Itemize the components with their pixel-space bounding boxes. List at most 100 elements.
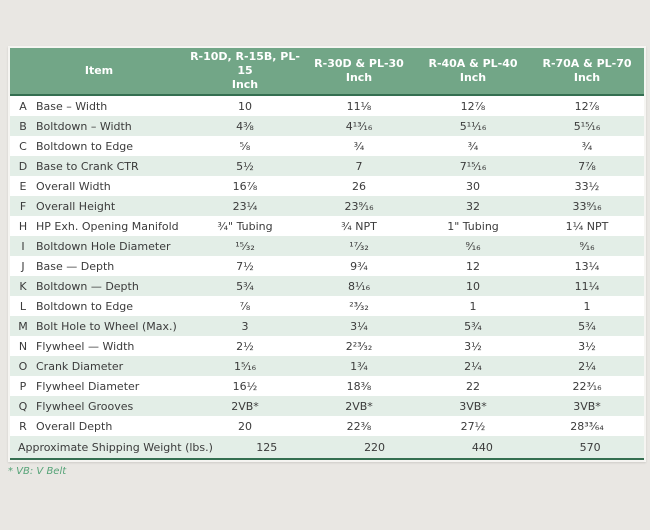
row-value: 16⅞ [232,179,258,193]
table-row: F Overall Height 23¼ 23⁹⁄₁₆ 32 33⁹⁄₁₆ [10,196,644,216]
row-value: 5¾ [464,319,482,333]
row-letter: Q [18,399,28,413]
footnote: * VB: V Belt [8,466,67,477]
row-value: 1¾ [350,359,368,373]
row-letter: J [21,259,25,273]
column-header-model-4: R-70A & PL-70 Inch [530,48,644,94]
column-header-model-4-name: R-70A & PL-70 [542,57,632,70]
row-item-label: Bolt Hole to Wheel (Max.) [36,319,177,333]
table-row: H HP Exh. Opening Manifold ¾" Tubing ¾ NPT 1… [10,216,644,236]
row-value: 10 [238,99,252,113]
column-header-model-2: R-30D & PL-30 Inch [302,48,416,94]
row-value: 1¼ NPT [565,219,609,233]
row-value: 5¹¹⁄₁₆ [459,119,487,133]
row-value: 2¼ [464,359,482,373]
row-value: ⅞ [239,299,251,313]
row-letter: M [18,319,28,333]
row-letter: I [21,239,25,253]
row-value: 8¹⁄₁₆ [347,279,371,293]
shipping-weight-value: 220 [364,440,386,454]
row-value: 33½ [574,179,600,193]
row-value: 5½ [236,159,254,173]
table-row: P Flywheel Diameter 16½ 18⅜ 22 22³⁄₁₆ [10,376,644,396]
row-value: 12⅞ [460,99,486,113]
row-letter: D [18,159,28,173]
column-header-model-3-name: R-40A & PL-40 [428,57,518,70]
row-item-label: Boltdown — Depth [36,279,139,293]
table-row: A Base – Width 10 11⅛ 12⅞ 12⅞ [10,96,644,116]
row-value: 2VB* [345,399,373,413]
column-header-model-2-name: R-30D & PL-30 [314,57,404,70]
shipping-weight-row: Approximate Shipping Weight (lbs.) 125 2… [10,436,644,460]
row-value: ²³⁄₃₂ [349,299,369,313]
row-value: 3½ [578,339,596,353]
row-value: 5¾ [236,279,254,293]
row-value: 12⅞ [574,99,600,113]
table-row: M Bolt Hole to Wheel (Max.) 3 3¼ 5¾ 5¾ [10,316,644,336]
row-letter: B [19,119,27,133]
row-letter: L [19,299,27,313]
row-value: ¾ NPT [341,219,377,233]
row-value: 11¼ [574,279,600,293]
row-item-label: Flywheel Grooves [36,399,134,413]
row-value: 7¹⁵⁄₁₆ [459,159,487,173]
row-item-label: Base to Crank CTR [36,159,139,173]
row-item-label: Base – Width [36,99,108,113]
row-value: 1⁵⁄₁₆ [233,359,257,373]
column-header-item-label: Item [84,64,114,77]
row-item-label: Boltdown Hole Diameter [36,239,171,253]
row-value: 30 [466,179,480,193]
row-value: 22³⁄₁₆ [572,379,602,393]
shipping-weight-label: Approximate Shipping Weight (lbs.) [18,440,213,454]
row-value: ¾ [353,139,365,153]
table-row: L Boltdown to Edge ⅞ ²³⁄₃₂ 1 1 [10,296,644,316]
column-header-model-1-name: R-10D, R-15B, PL-15 [190,50,300,77]
row-value: 11⅛ [346,99,372,113]
row-value: 1 [469,299,477,313]
row-value: 7⅞ [578,159,596,173]
row-item-label: Flywheel Diameter [36,379,140,393]
table-row: Q Flywheel Grooves 2VB* 2VB* 3VB* 3VB* [10,396,644,416]
shipping-weight-value: 570 [579,440,601,454]
row-value: 3VB* [573,399,601,413]
row-value: 32 [466,199,480,213]
column-header-item: Item [10,48,188,94]
row-letter: A [19,99,27,113]
row-value: 33⁹⁄₁₆ [572,199,602,213]
table-row: K Boltdown — Depth 5¾ 8¹⁄₁₆ 10 11¼ [10,276,644,296]
row-value: 12 [466,259,480,273]
row-letter: K [19,279,27,293]
row-value: 3VB* [459,399,487,413]
row-value: 2VB* [231,399,259,413]
row-value: ¾" Tubing [217,219,273,233]
row-value: 22 [466,379,480,393]
row-value: 23⁹⁄₁₆ [344,199,374,213]
row-item-label: Flywheel — Width [36,339,135,353]
row-value: 4¹³⁄₁₆ [345,119,373,133]
row-value: ¹⁷⁄₃₂ [349,239,369,253]
row-value: 3 [241,319,249,333]
table-row: C Boltdown to Edge ⅝ ¾ ¾ ¾ [10,136,644,156]
table-row: J Base — Depth 7½ 9¾ 12 13¼ [10,256,644,276]
shipping-weight-value: 440 [471,440,493,454]
table-row: R Overall Depth 20 22⅜ 27½ 28³³⁄₆₄ [10,416,644,436]
row-item-label: Boltdown to Edge [36,299,134,313]
row-value: 16½ [232,379,258,393]
table-header-row: Item R-10D, R-15B, PL-15 Inch R-30D & PL… [10,48,644,96]
row-value: 7 [355,159,363,173]
row-value: 1 [583,299,591,313]
shipping-weight-value: 125 [256,440,278,454]
column-header-model-3-unit: Inch [459,71,487,84]
row-letter: R [19,419,27,433]
row-letter: E [19,179,27,193]
spec-table-panel: Item R-10D, R-15B, PL-15 Inch R-30D & PL… [8,46,646,462]
table-row: D Base to Crank CTR 5½ 7 7¹⁵⁄₁₆ 7⅞ [10,156,644,176]
row-item-label: Overall Depth [36,419,113,433]
row-value: 2²³⁄₃₂ [345,339,373,353]
row-item-label: Overall Height [36,199,116,213]
row-letter: O [18,359,28,373]
row-item-label: Base — Depth [36,259,115,273]
row-value: 5¾ [578,319,596,333]
row-item-label: Boltdown – Width [36,119,132,133]
row-value: ¾ [467,139,479,153]
